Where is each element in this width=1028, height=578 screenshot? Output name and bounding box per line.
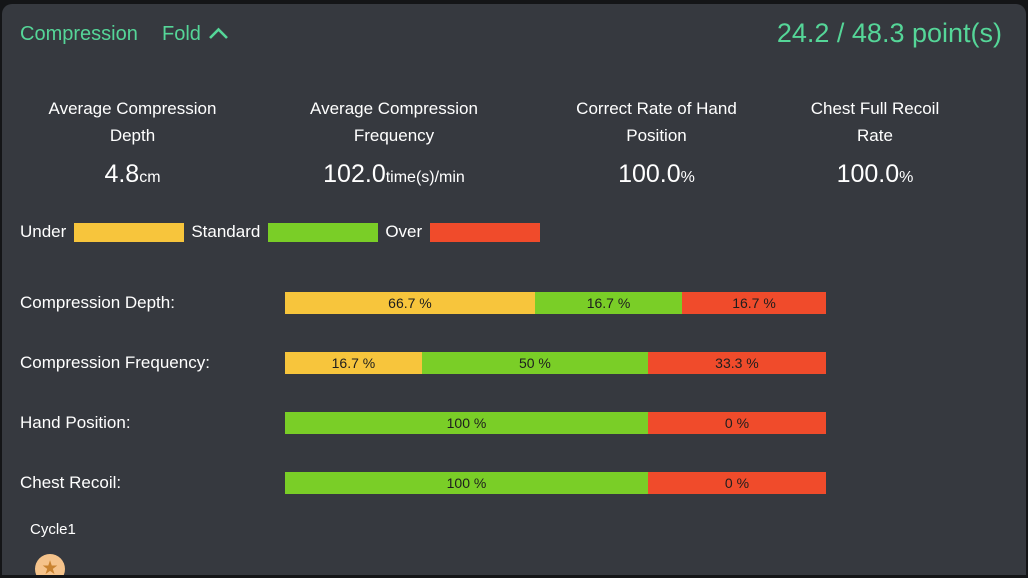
stat-unit: % — [680, 169, 695, 186]
stat-title: Average Compression Depth — [48, 99, 217, 145]
bar-segment-standard: 50 % — [421, 352, 648, 374]
legend-swatch-over — [430, 222, 541, 242]
bar-segment-over: 0 % — [648, 412, 826, 434]
bar-segment-under: 16.7 % — [285, 352, 422, 374]
legend-label-over: Over — [385, 222, 423, 241]
cycle-label: Cycle1 — [30, 521, 76, 538]
bar-row-1: Compression Frequency: 16.7 % 50 % 33.3 % — [2, 352, 1026, 374]
stat-value: 100.0% — [618, 160, 695, 188]
stat-column-2: Correct Rate of Hand Position 100.0% — [525, 95, 788, 189]
legend-swatch-under — [74, 222, 185, 242]
compression-panel: Compression Fold 24.2 / 48.3 point(s) Av… — [2, 4, 1026, 578]
fold-label: Fold — [162, 23, 201, 45]
bar-row-2: Hand Position: 100 % 0 % — [2, 412, 1026, 434]
bar-row-label: Compression Frequency: — [20, 353, 210, 372]
bar-segment-standard: 100 % — [285, 412, 648, 434]
stat-unit: time(s)/min — [385, 169, 465, 186]
star-icon: ★ — [41, 558, 59, 578]
stat-column-3: Chest Full Recoil Rate 100.0% — [788, 95, 962, 189]
bar-segment-over: 16.7 % — [682, 292, 826, 314]
bar-row-3: Chest Recoil: 100 % 0 % — [2, 472, 1026, 494]
stat-unit: % — [899, 169, 914, 186]
stat-column-1: Average Compression Frequency 102.0time(s)… — [263, 95, 525, 189]
bar-segment-standard: 16.7 % — [534, 292, 683, 314]
legend-label-under: Under — [20, 222, 67, 241]
bar-track: 16.7 % 50 % 33.3 % — [285, 352, 826, 374]
stats-row: Average Compression Depth 4.8cm Average Com… — [2, 95, 962, 189]
bar-row-label: Compression Depth: — [20, 293, 175, 312]
stat-title: Correct Rate of Hand Position — [576, 99, 737, 145]
score-text: 24.2 / 48.3 point(s) — [776, 18, 1002, 48]
bar-row-0: Compression Depth: 66.7 % 16.7 % 16.7 % — [2, 292, 1026, 314]
bar-segment-over: 0 % — [648, 472, 826, 494]
bar-track: 100 % 0 % — [285, 472, 826, 494]
stat-title: Chest Full Recoil Rate — [810, 99, 940, 145]
panel-title: Compression — [20, 23, 138, 45]
stat-unit: cm — [139, 169, 161, 186]
stat-value: 102.0time(s)/min — [323, 160, 465, 188]
bar-row-label: Hand Position: — [20, 413, 131, 432]
bar-segment-over: 33.3 % — [647, 352, 826, 374]
legend: Under Standard Over — [20, 222, 547, 242]
bar-row-label: Chest Recoil: — [20, 473, 122, 492]
legend-swatch-standard — [268, 222, 379, 242]
stat-value: 4.8cm — [104, 160, 161, 188]
legend-label-standard: Standard — [191, 222, 261, 241]
chevron-up-icon — [208, 23, 229, 46]
stat-column-0: Average Compression Depth 4.8cm — [2, 95, 263, 189]
cycle-star-badge[interactable]: ★ — [35, 554, 65, 578]
stat-title: Average Compression Frequency — [310, 99, 478, 145]
bar-track: 66.7 % 16.7 % 16.7 % — [285, 292, 826, 314]
stat-value: 100.0% — [836, 160, 914, 188]
bar-segment-standard: 100 % — [285, 472, 648, 494]
fold-toggle[interactable]: Fold — [162, 23, 229, 46]
bar-segment-under: 66.7 % — [285, 292, 535, 314]
bottom-edge-strip — [0, 575, 1028, 578]
bar-track: 100 % 0 % — [285, 412, 826, 434]
